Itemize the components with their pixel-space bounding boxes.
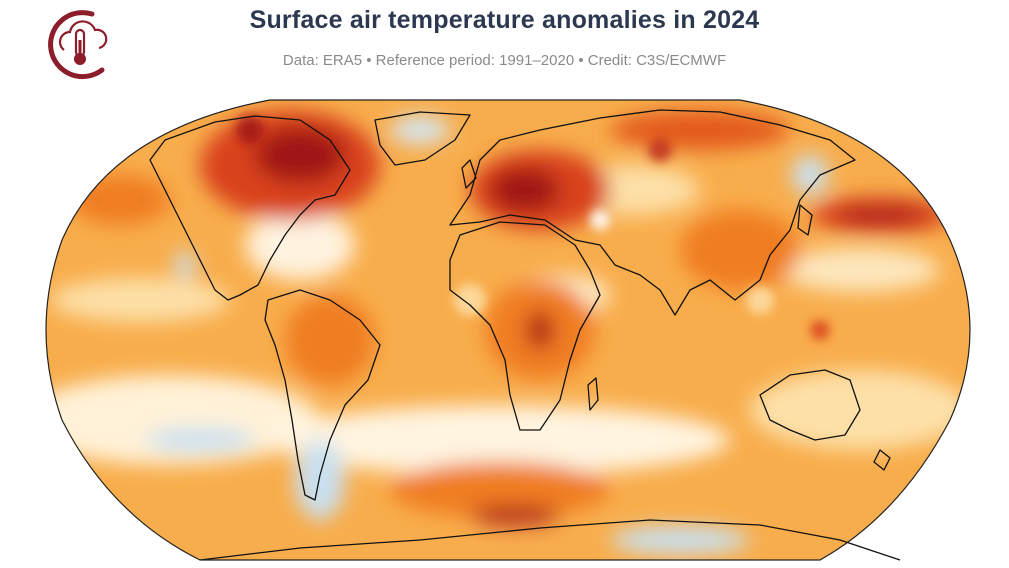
madagascar-outline bbox=[587, 377, 599, 411]
antarctica-outline bbox=[199, 519, 901, 561]
page-subtitle: Data: ERA5 • Reference period: 1991–2020… bbox=[282, 52, 727, 69]
globe-border bbox=[45, 99, 971, 561]
australia-outline bbox=[759, 369, 861, 441]
greenland-outline bbox=[374, 111, 471, 166]
coastlines bbox=[149, 109, 901, 561]
cloud-thermometer-icon bbox=[48, 10, 108, 80]
page-title: Surface air temperature anomalies in 202… bbox=[249, 6, 760, 34]
japan-outline bbox=[797, 204, 813, 236]
anomaly-field bbox=[46, 100, 970, 560]
uk-outline bbox=[461, 159, 477, 189]
north-america-outline bbox=[149, 115, 351, 301]
new-zealand-outline bbox=[873, 449, 891, 471]
south-america-outline bbox=[264, 289, 381, 501]
africa-outline bbox=[449, 221, 601, 431]
eurasia-outline bbox=[449, 109, 856, 316]
